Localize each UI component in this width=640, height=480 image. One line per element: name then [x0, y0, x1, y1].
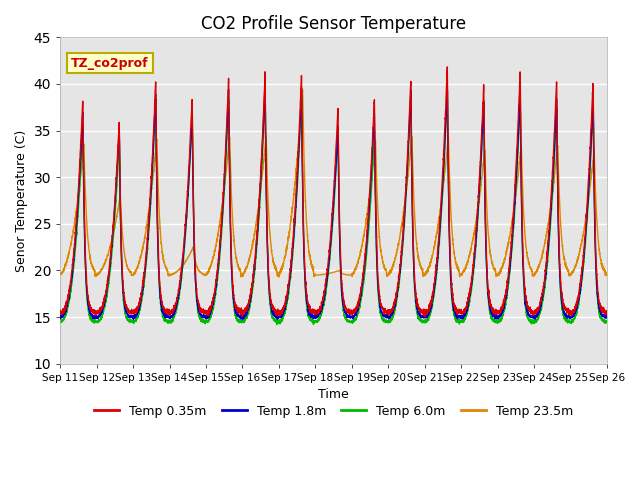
X-axis label: Time: Time: [318, 388, 349, 401]
Legend: Temp 0.35m, Temp 1.8m, Temp 6.0m, Temp 23.5m: Temp 0.35m, Temp 1.8m, Temp 6.0m, Temp 2…: [90, 400, 578, 423]
Title: CO2 Profile Sensor Temperature: CO2 Profile Sensor Temperature: [201, 15, 466, 33]
Y-axis label: Senor Temperature (C): Senor Temperature (C): [15, 130, 28, 272]
Text: TZ_co2prof: TZ_co2prof: [71, 57, 148, 70]
